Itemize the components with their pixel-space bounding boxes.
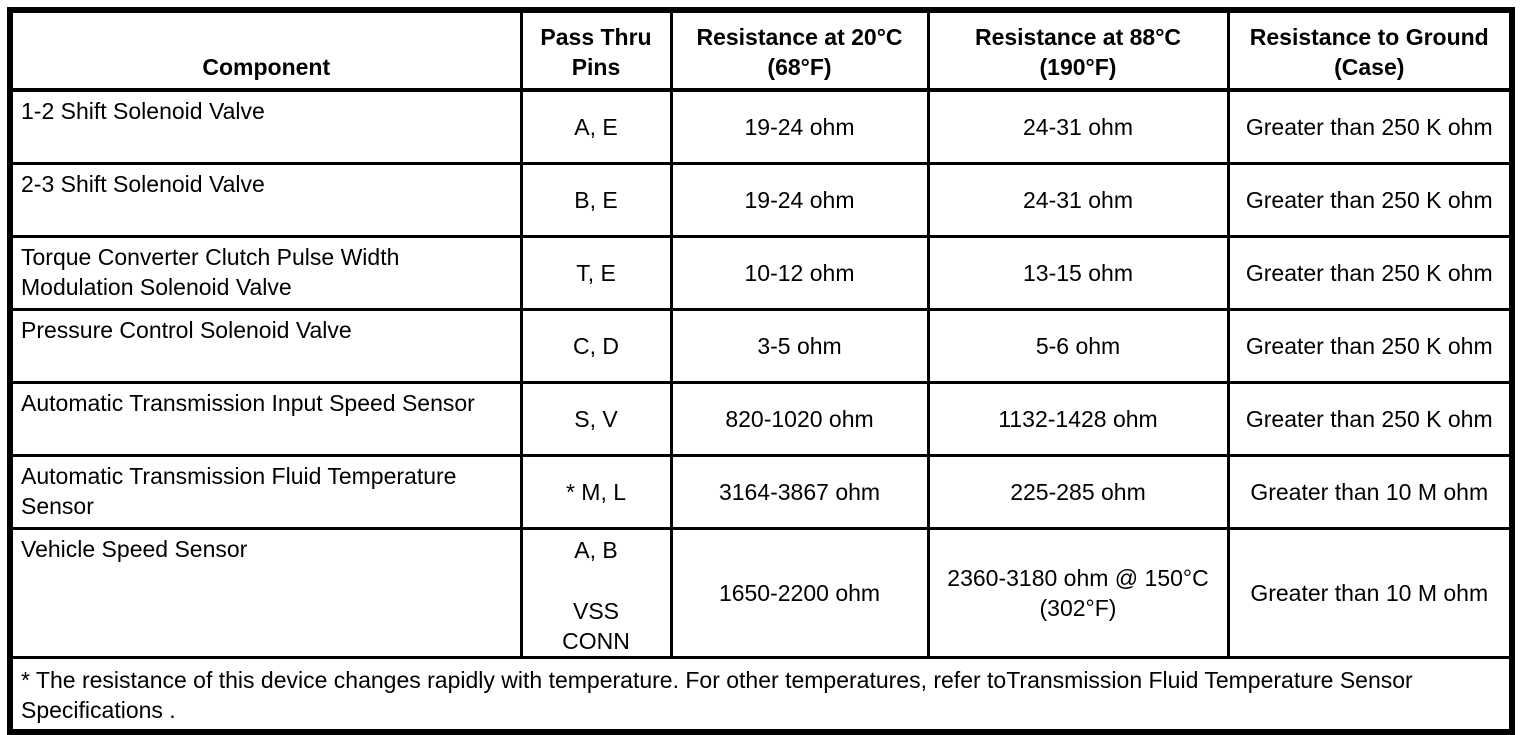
footnote-row: * The resistance of this device changes … bbox=[8, 655, 1514, 734]
component-cell: Automatic Transmission Input Speed Senso… bbox=[8, 380, 523, 457]
resistance-88c-cell: 24-31 ohm bbox=[926, 88, 1230, 165]
pins-cell: * M, L bbox=[519, 453, 673, 530]
resistance-88c-cell: 225-285 ohm bbox=[926, 453, 1230, 530]
resistance-spec-table: Component Pass Thru Pins Resistance at 2… bbox=[7, 7, 1515, 735]
column-header-resistance-ground: Resistance to Ground (Case) bbox=[1226, 8, 1514, 92]
column-header-resistance-ground-line1: Resistance to Ground bbox=[1249, 24, 1489, 50]
resistance-20c-cell: 19-24 ohm bbox=[669, 161, 930, 238]
footnote-text: * The resistance of this device changes … bbox=[8, 655, 1514, 734]
resistance-20c-cell: 820-1020 ohm bbox=[669, 380, 930, 457]
resistance-ground-cell: Greater than 250 K ohm bbox=[1226, 234, 1514, 311]
resistance-ground-cell: Greater than 10 M ohm bbox=[1226, 526, 1514, 659]
table-row-tcc-pwm-solenoid: Torque Converter Clutch Pulse Width Modu… bbox=[8, 234, 1514, 311]
pins-cell: S, V bbox=[519, 380, 673, 457]
pins-cell: T, E bbox=[519, 234, 673, 311]
resistance-ground-cell: Greater than 10 M ohm bbox=[1226, 453, 1514, 530]
component-cell: 1-2 Shift Solenoid Valve bbox=[8, 88, 523, 165]
column-header-pass-thru-pins-line1: Pass Thru bbox=[540, 24, 652, 50]
resistance-88c-cell: 5-6 ohm bbox=[926, 307, 1230, 384]
table-row-1-2-shift-solenoid: 1-2 Shift Solenoid Valve A, E 19-24 ohm … bbox=[8, 88, 1514, 165]
resistance-ground-cell: Greater than 250 K ohm bbox=[1226, 88, 1514, 165]
resistance-88c-cell: 2360-3180 ohm @ 150°C (302°F) bbox=[926, 526, 1230, 659]
component-cell: Pressure Control Solenoid Valve bbox=[8, 307, 523, 384]
resistance-ground-cell: Greater than 250 K ohm bbox=[1226, 307, 1514, 384]
header-row: Component Pass Thru Pins Resistance at 2… bbox=[8, 8, 1514, 92]
column-header-pass-thru-pins: Pass Thru Pins bbox=[519, 8, 673, 92]
table-row-vehicle-speed-sensor: Vehicle Speed Sensor A, B VSS CONN 1650-… bbox=[8, 526, 1514, 659]
pins-cell: C, D bbox=[519, 307, 673, 384]
resistance-ground-cell: Greater than 250 K ohm bbox=[1226, 380, 1514, 457]
resistance-20c-cell: 3-5 ohm bbox=[669, 307, 930, 384]
pins-line1: A, B bbox=[574, 536, 618, 563]
resistance-ground-cell: Greater than 250 K ohm bbox=[1226, 161, 1514, 238]
column-header-resistance-20c-line2: (68°F) bbox=[767, 54, 832, 80]
component-cell: Torque Converter Clutch Pulse Width Modu… bbox=[8, 234, 523, 311]
column-header-resistance-20c-line1: Resistance at 20°C bbox=[696, 24, 903, 50]
column-header-pass-thru-pins-line2: Pins bbox=[571, 54, 621, 80]
table-header: Component Pass Thru Pins Resistance at 2… bbox=[8, 8, 1514, 92]
column-header-resistance-20c: Resistance at 20°C (68°F) bbox=[669, 8, 930, 92]
resistance-20c-cell: 10-12 ohm bbox=[669, 234, 930, 311]
pins-cell: A, E bbox=[519, 88, 673, 165]
column-header-resistance-ground-line2: (Case) bbox=[1334, 54, 1405, 80]
column-header-resistance-88c-line2: (190°F) bbox=[1039, 54, 1117, 80]
pins-cell: B, E bbox=[519, 161, 673, 238]
resistance-88c-cell: 1132-1428 ohm bbox=[926, 380, 1230, 457]
table-row-fluid-temperature-sensor: Automatic Transmission Fluid Temperature… bbox=[8, 453, 1514, 530]
table-row-2-3-shift-solenoid: 2-3 Shift Solenoid Valve B, E 19-24 ohm … bbox=[8, 161, 1514, 238]
component-cell: 2-3 Shift Solenoid Valve bbox=[8, 161, 523, 238]
pins-cell: A, B VSS CONN bbox=[519, 526, 673, 659]
column-header-component: Component bbox=[8, 8, 523, 92]
column-header-resistance-88c-line1: Resistance at 88°C bbox=[974, 24, 1182, 50]
component-cell: Automatic Transmission Fluid Temperature… bbox=[8, 453, 523, 530]
resistance-20c-cell: 1650-2200 ohm bbox=[669, 526, 930, 659]
column-header-component-line1: Component bbox=[202, 54, 331, 80]
resistance-20c-cell: 3164-3867 ohm bbox=[669, 453, 930, 530]
table-row-pressure-control-solenoid: Pressure Control Solenoid Valve C, D 3-5… bbox=[8, 307, 1514, 384]
component-cell: Vehicle Speed Sensor bbox=[8, 526, 523, 659]
resistance-88c-cell: 24-31 ohm bbox=[926, 161, 1230, 238]
resistance-20c-cell: 19-24 ohm bbox=[669, 88, 930, 165]
column-header-resistance-88c: Resistance at 88°C (190°F) bbox=[926, 8, 1230, 92]
table-body: 1-2 Shift Solenoid Valve A, E 19-24 ohm … bbox=[8, 88, 1514, 734]
table-row-input-speed-sensor: Automatic Transmission Input Speed Senso… bbox=[8, 380, 1514, 457]
pins-line2: VSS CONN bbox=[562, 597, 630, 654]
resistance-88c-cell: 13-15 ohm bbox=[926, 234, 1230, 311]
